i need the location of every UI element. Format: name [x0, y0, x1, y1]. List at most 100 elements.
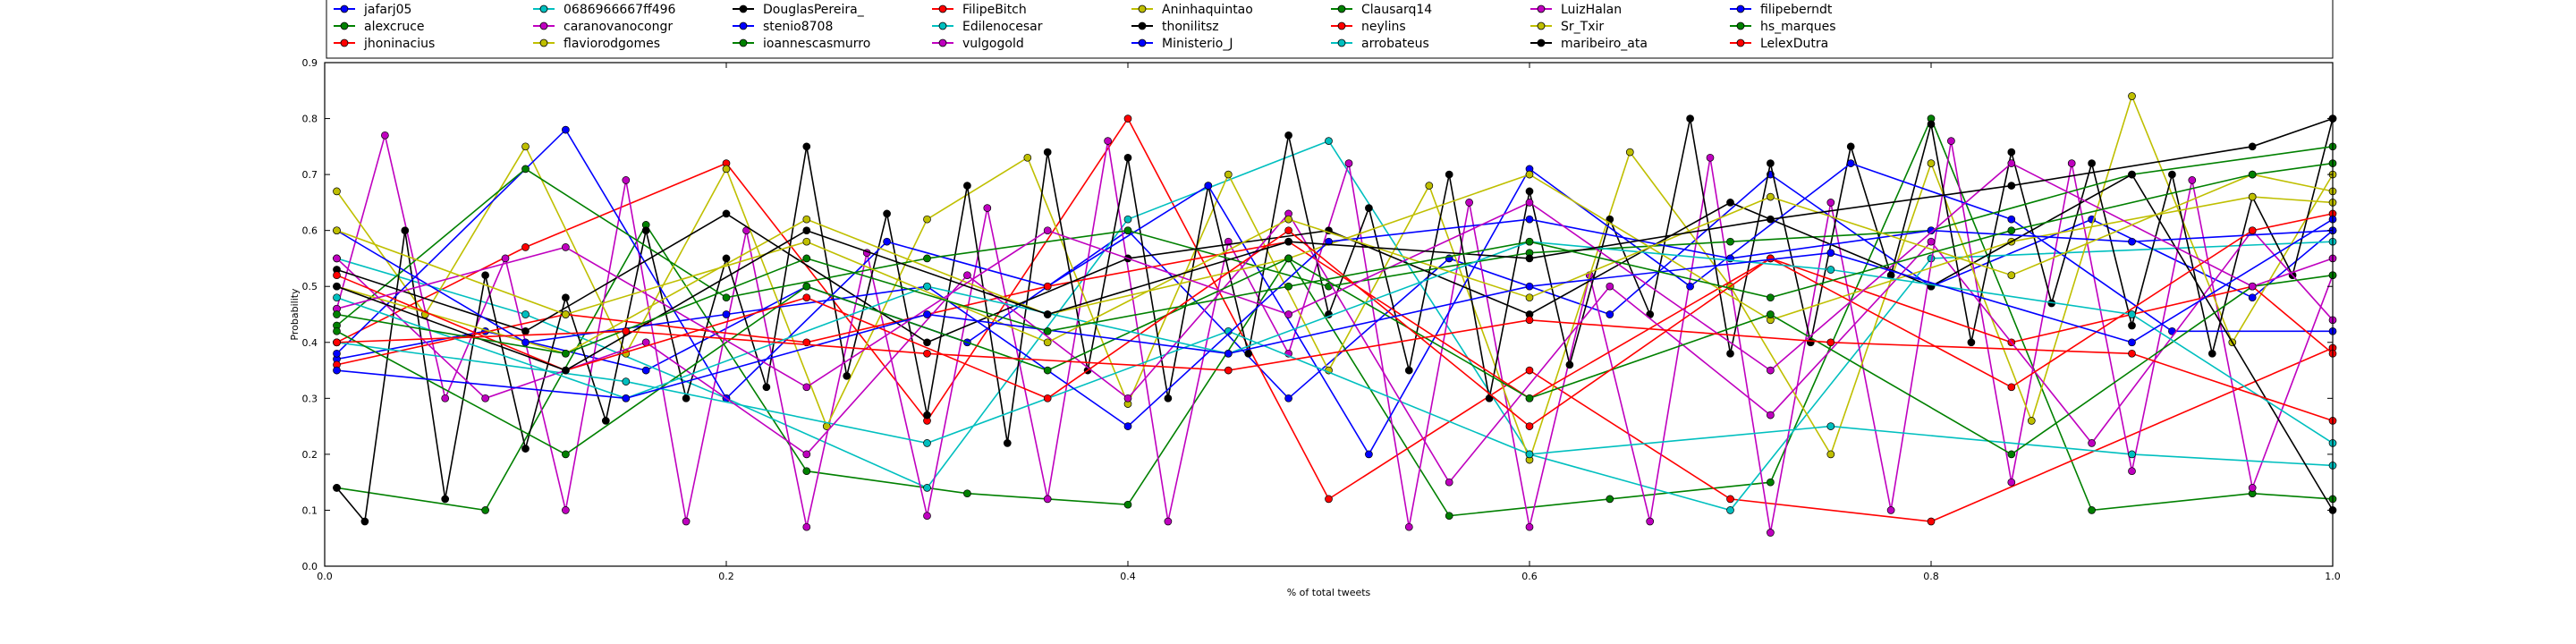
legend-marker [1537, 38, 1546, 47]
data-point [1224, 366, 1233, 375]
data-point [1525, 522, 1534, 531]
data-point [1646, 517, 1655, 526]
data-point [521, 326, 530, 335]
data-point [622, 394, 631, 402]
series-line [335, 135, 2334, 533]
data-point [802, 293, 811, 302]
data-point [1123, 422, 1132, 430]
data-point [923, 282, 931, 291]
data-point [1967, 338, 1976, 347]
legend-label: DouglasPereira_ [763, 3, 865, 17]
y-tick-label: 0.9 [302, 57, 318, 69]
series-line [336, 174, 2334, 355]
legend-marker [739, 38, 748, 47]
data-point [1284, 226, 1292, 235]
legend-label: Clausarq14 [1361, 3, 1432, 17]
legend-marker [539, 21, 548, 30]
y-tick-label: 0.3 [302, 393, 318, 404]
legend-marker [1138, 38, 1147, 47]
legend-marker [1337, 38, 1346, 47]
series-Sr_Txir [333, 170, 2337, 347]
data-point [562, 349, 570, 358]
data-point [1927, 120, 1936, 129]
data-point [1043, 338, 1052, 347]
data-point [1224, 170, 1233, 179]
data-point [1123, 226, 1132, 235]
data-point [562, 366, 570, 375]
data-point [333, 282, 341, 291]
y-tick-label: 0.4 [302, 337, 318, 349]
data-point [1525, 187, 1534, 196]
legend-label: thonilitsz [1162, 20, 1219, 34]
data-point [1706, 153, 1715, 162]
data-point [1344, 159, 1353, 167]
data-point [1284, 310, 1292, 318]
data-point [2128, 310, 2136, 318]
data-point [2248, 282, 2257, 291]
data-point [1726, 237, 1734, 246]
data-point [2007, 226, 2016, 235]
legend-label: Aninhaquintao [1162, 3, 1253, 17]
data-point [1767, 192, 1775, 201]
data-point [2088, 439, 2096, 447]
series-maribeiro_ata [333, 114, 2337, 375]
data-point [883, 209, 891, 218]
data-point [641, 226, 650, 235]
data-point [562, 450, 570, 459]
data-point [2207, 349, 2216, 358]
data-point [2067, 159, 2076, 167]
data-point [1485, 394, 1494, 402]
legend-marker [1537, 21, 1546, 30]
data-point [1284, 215, 1292, 224]
data-point [2007, 148, 2016, 157]
data-point [333, 226, 341, 235]
series-line [336, 174, 2334, 343]
data-point [2027, 417, 2036, 425]
data-point [2248, 293, 2257, 302]
data-point [333, 484, 341, 492]
data-point [1043, 226, 1052, 235]
data-point [1767, 215, 1775, 224]
data-point [802, 254, 811, 263]
y-tick-label: 0.7 [302, 169, 318, 181]
data-point [923, 439, 931, 447]
legend-label: jafarj05 [363, 3, 411, 17]
data-point [722, 209, 731, 218]
series-line [336, 116, 2334, 517]
data-point [1525, 199, 1534, 207]
data-point [2007, 215, 2016, 224]
data-point [2088, 159, 2096, 167]
legend-frame [326, 0, 2334, 59]
data-point [333, 271, 341, 280]
data-point [2007, 383, 2016, 392]
data-point [521, 310, 530, 318]
data-point [562, 506, 570, 514]
y-tick-label: 0.8 [302, 114, 318, 125]
y-tick-label: 0.0 [302, 561, 318, 572]
series-0686966667ff496 [333, 137, 2337, 514]
data-point [521, 165, 530, 174]
data-point [722, 254, 731, 263]
data-point [2007, 271, 2016, 280]
series-neylins [333, 209, 2337, 430]
data-point [641, 366, 650, 375]
data-point [333, 254, 341, 263]
legend-marker [1337, 4, 1346, 13]
data-point [1325, 137, 1333, 145]
x-tick-label: 0.8 [1923, 571, 1939, 582]
data-point [722, 165, 731, 174]
data-point [2088, 506, 2096, 514]
data-point [2007, 450, 2016, 459]
x-tick-label: 0.2 [718, 571, 734, 582]
data-point [1284, 394, 1292, 402]
data-point [2248, 142, 2257, 151]
series-vulgogold [333, 209, 2337, 487]
data-point [802, 226, 811, 235]
y-tick-label: 0.5 [302, 281, 318, 292]
data-point [441, 394, 450, 402]
data-point [1043, 282, 1052, 291]
data-point [1425, 182, 1434, 190]
data-point [1767, 310, 1775, 318]
data-point [1767, 254, 1775, 263]
